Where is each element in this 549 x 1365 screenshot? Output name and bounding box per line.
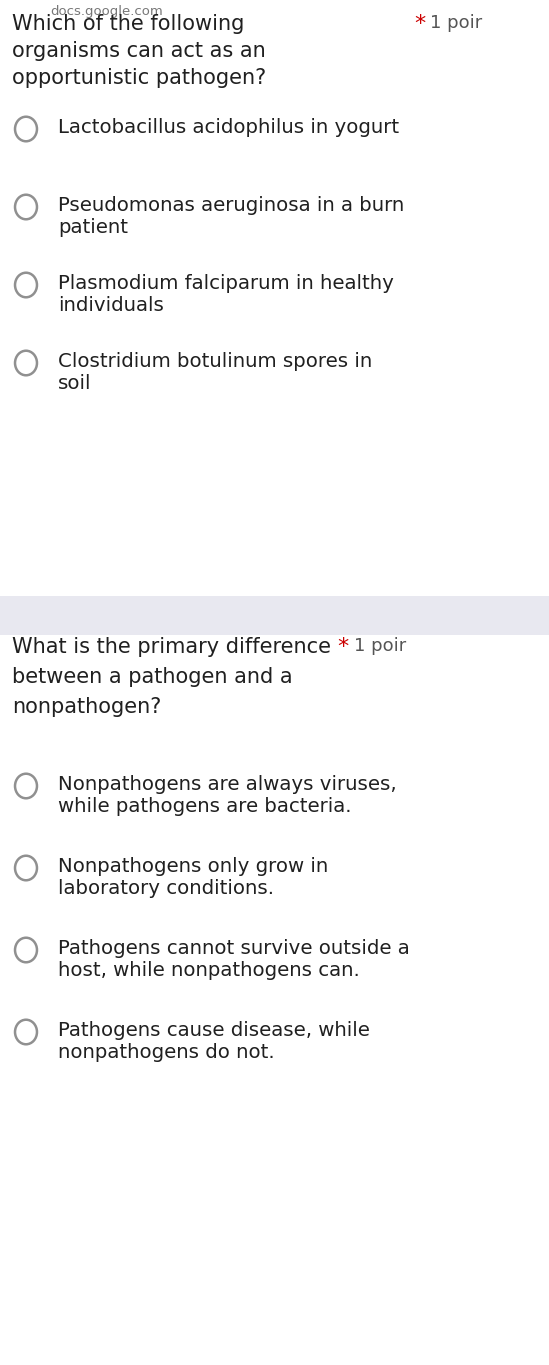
Text: Pathogens cannot survive outside a: Pathogens cannot survive outside a [58,939,410,958]
Text: between a pathogen and a: between a pathogen and a [12,667,293,687]
Text: Nonpathogens only grow in: Nonpathogens only grow in [58,857,328,876]
Text: *: * [338,637,349,657]
Text: Pathogens cause disease, while: Pathogens cause disease, while [58,1021,370,1040]
Text: while pathogens are bacteria.: while pathogens are bacteria. [58,797,351,816]
Text: soil: soil [58,374,92,393]
Text: organisms can act as an: organisms can act as an [12,41,266,61]
Text: nonpathogen?: nonpathogen? [12,698,161,717]
Text: What is the primary difference: What is the primary difference [12,637,331,657]
Text: Which of the following: Which of the following [12,14,244,34]
Text: nonpathogens do not.: nonpathogens do not. [58,1043,274,1062]
Bar [0,597,549,635]
Text: Lactobacillus acidophilus in yogurt: Lactobacillus acidophilus in yogurt [58,117,399,136]
Text: Pseudomonas aeruginosa in a burn: Pseudomonas aeruginosa in a burn [58,197,404,216]
Text: 1 poir: 1 poir [354,637,406,655]
Text: opportunistic pathogen?: opportunistic pathogen? [12,68,266,87]
Text: laboratory conditions.: laboratory conditions. [58,879,274,898]
Text: patient: patient [58,218,128,238]
Text: individuals: individuals [58,296,164,315]
Text: host, while nonpathogens can.: host, while nonpathogens can. [58,961,360,980]
Text: *: * [414,14,425,34]
Text: Plasmodium falciparum in healthy: Plasmodium falciparum in healthy [58,274,394,293]
Text: 1 poir: 1 poir [430,14,483,31]
Text: Clostridium botulinum spores in: Clostridium botulinum spores in [58,352,372,371]
Text: Nonpathogens are always viruses,: Nonpathogens are always viruses, [58,775,396,794]
Text: docs.google.com: docs.google.com [50,5,163,18]
